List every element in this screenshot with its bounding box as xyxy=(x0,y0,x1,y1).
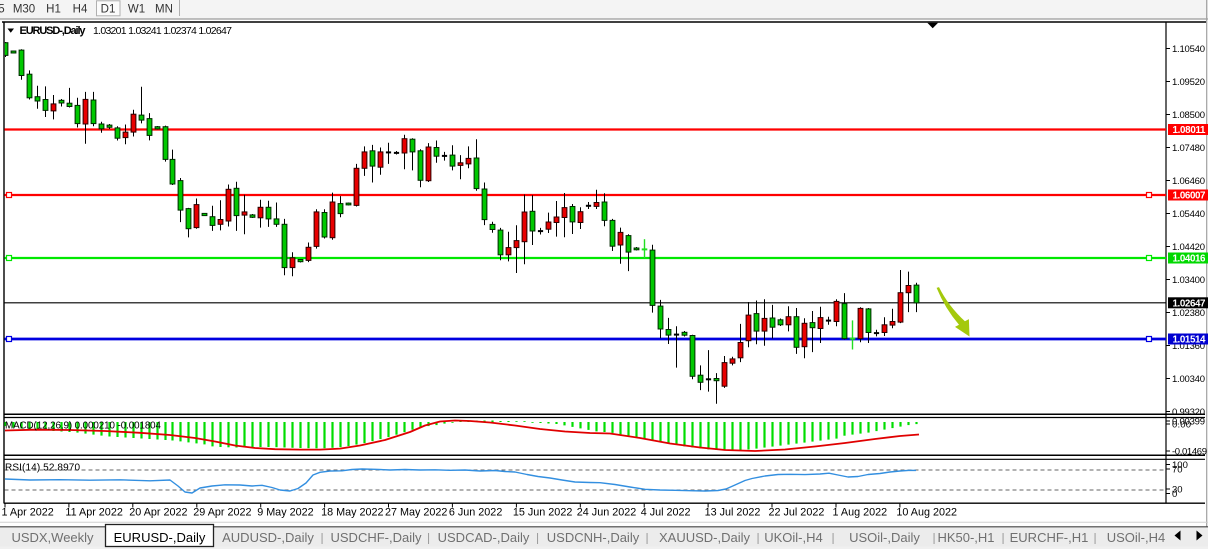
svg-text:M30: M30 xyxy=(13,4,35,16)
svg-text:|: | xyxy=(1093,531,1096,545)
svg-text:22 Jul 2022: 22 Jul 2022 xyxy=(769,507,825,519)
svg-text:H1: H1 xyxy=(46,4,61,16)
svg-text:15 Jun 2022: 15 Jun 2022 xyxy=(513,507,572,519)
svg-text:EURCHF-,H1: EURCHF-,H1 xyxy=(1010,530,1089,545)
svg-text:1 Aug 2022: 1 Aug 2022 xyxy=(833,507,888,519)
svg-text:1 Apr 2022: 1 Apr 2022 xyxy=(2,507,54,519)
svg-text:11 Apr 2022: 11 Apr 2022 xyxy=(65,507,122,519)
svg-text:1.04420: 1.04420 xyxy=(1172,242,1205,253)
svg-text:0.00399: 0.00399 xyxy=(1172,417,1205,428)
svg-text:1.06460: 1.06460 xyxy=(1172,176,1205,187)
svg-text:|: | xyxy=(536,531,539,545)
svg-text:6 Jun 2022: 6 Jun 2022 xyxy=(449,507,502,519)
svg-text:USDCAD-,Daily: USDCAD-,Daily xyxy=(438,530,530,545)
svg-text:1.02380: 1.02380 xyxy=(1172,308,1205,319)
svg-text:1.03400: 1.03400 xyxy=(1172,275,1205,286)
svg-text:0: 0 xyxy=(1172,489,1177,500)
svg-text:1.06007: 1.06007 xyxy=(1173,191,1207,202)
svg-text:27 May 2022: 27 May 2022 xyxy=(385,507,447,519)
svg-text:9 May 2022: 9 May 2022 xyxy=(257,507,313,519)
svg-text:1.08011: 1.08011 xyxy=(1173,125,1207,136)
svg-text:USDX,Weekly: USDX,Weekly xyxy=(11,530,94,545)
svg-text:1.10540: 1.10540 xyxy=(1172,44,1205,55)
svg-text:4 Jul 2022: 4 Jul 2022 xyxy=(641,507,691,519)
svg-text:UKOil-,H4: UKOil-,H4 xyxy=(764,530,823,545)
svg-text:RSI(14) 52.8970: RSI(14) 52.8970 xyxy=(5,463,80,474)
svg-text:20 Apr 2022: 20 Apr 2022 xyxy=(129,507,187,519)
svg-text:|: | xyxy=(320,531,323,545)
svg-text:D1: D1 xyxy=(101,4,116,16)
svg-text:1.05440: 1.05440 xyxy=(1172,209,1205,220)
svg-text:|: | xyxy=(932,531,935,545)
svg-text:EURUSD-,Daily: EURUSD-,Daily xyxy=(20,25,87,37)
svg-text:USDCNH-,Daily: USDCNH-,Daily xyxy=(547,530,640,545)
svg-text:1.01514: 1.01514 xyxy=(1173,335,1207,346)
svg-text:1.01360: 1.01360 xyxy=(1172,341,1205,352)
svg-text:70: 70 xyxy=(1172,465,1183,476)
svg-text:|: | xyxy=(645,531,648,545)
svg-text:0.99320: 0.99320 xyxy=(1172,407,1205,418)
svg-text:AUDUSD-,Daily: AUDUSD-,Daily xyxy=(222,530,314,545)
svg-text:10 Aug 2022: 10 Aug 2022 xyxy=(896,507,957,519)
svg-text:1.09520: 1.09520 xyxy=(1172,77,1205,88)
svg-text:1.00340: 1.00340 xyxy=(1172,374,1205,385)
svg-text:30: 30 xyxy=(1172,485,1183,496)
svg-text:USDCHF-,Daily: USDCHF-,Daily xyxy=(331,530,423,545)
svg-text:EURUSD-,Daily: EURUSD-,Daily xyxy=(114,530,206,545)
svg-text:1.03201 1.03241 1.02374 1.0264: 1.03201 1.03241 1.02374 1.02647 xyxy=(93,25,232,37)
svg-text:24 Jun 2022: 24 Jun 2022 xyxy=(577,507,636,519)
svg-text:1.07480: 1.07480 xyxy=(1172,143,1205,154)
svg-text:MACD(12,26,9) 0.000210 -0.0018: MACD(12,26,9) 0.000210 -0.001804 xyxy=(5,420,162,431)
svg-text:1.04016: 1.04016 xyxy=(1173,254,1207,265)
svg-text:100: 100 xyxy=(1172,460,1188,471)
svg-text:18 May 2022: 18 May 2022 xyxy=(321,507,383,519)
svg-text:|: | xyxy=(756,531,759,545)
svg-text:XAUUSD-,Daily: XAUUSD-,Daily xyxy=(659,530,751,545)
svg-text:0.00: 0.00 xyxy=(1172,420,1191,431)
svg-text:1.02647: 1.02647 xyxy=(1173,298,1207,309)
svg-text:5: 5 xyxy=(0,4,5,16)
svg-text:USOil-,H4: USOil-,H4 xyxy=(1107,530,1166,545)
svg-text:MN: MN xyxy=(155,4,173,16)
svg-text:W1: W1 xyxy=(128,4,145,16)
svg-text:1.08500: 1.08500 xyxy=(1172,110,1205,121)
svg-text:|: | xyxy=(427,531,430,545)
svg-text:29 Apr 2022: 29 Apr 2022 xyxy=(193,507,251,519)
svg-text:USOil-,Daily: USOil-,Daily xyxy=(849,530,920,545)
svg-text:13 Jul 2022: 13 Jul 2022 xyxy=(705,507,761,519)
svg-text:HK50-,H1: HK50-,H1 xyxy=(937,530,994,545)
svg-text:-0.01469: -0.01469 xyxy=(1172,447,1207,458)
svg-text:|: | xyxy=(831,531,834,545)
svg-text:|: | xyxy=(1001,531,1004,545)
svg-text:H4: H4 xyxy=(73,4,88,16)
